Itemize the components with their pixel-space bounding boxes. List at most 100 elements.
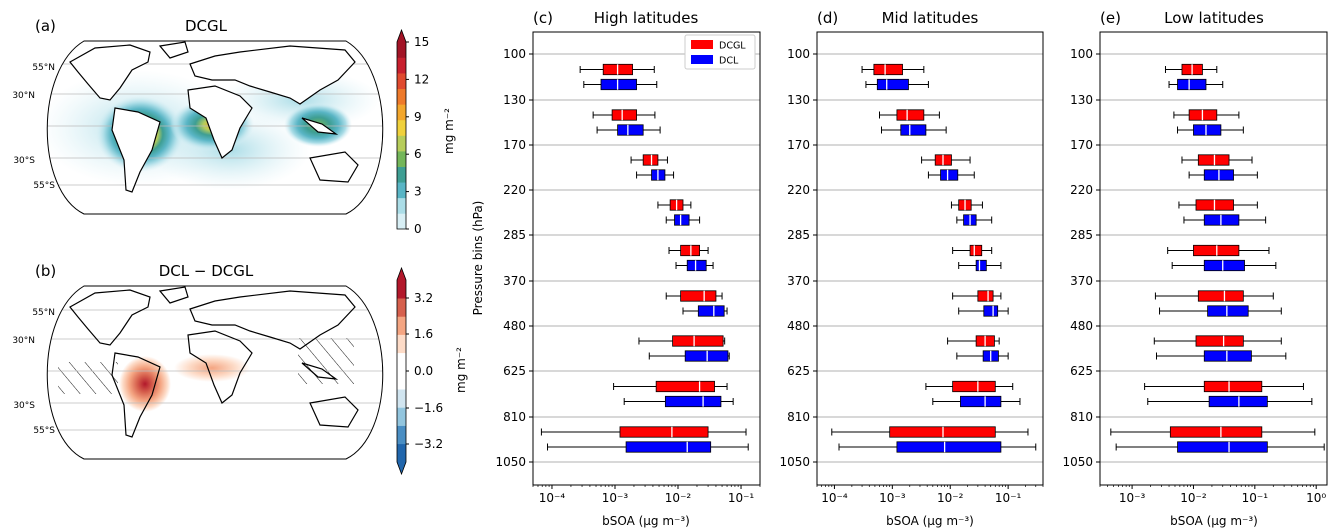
box-dcl bbox=[1203, 214, 1240, 226]
colorbar-a-swatch bbox=[397, 104, 406, 121]
box-dcgl bbox=[619, 426, 709, 438]
box-dcgl bbox=[672, 335, 724, 347]
legend: DCGL DCL bbox=[684, 34, 756, 70]
colorbar-a-outline bbox=[396, 28, 407, 230]
colorbar-b-swatch bbox=[397, 443, 406, 463]
colorbar-b-swatches bbox=[396, 266, 407, 476]
colorbar-b-swatch bbox=[397, 389, 406, 408]
axes-frame bbox=[532, 31, 761, 486]
y-axis-label: Pressure bins (hPa) bbox=[471, 201, 485, 316]
y-tick-label: 1050 bbox=[1062, 455, 1093, 469]
x-tick-label: 10⁻² bbox=[937, 491, 964, 505]
y-tick-label: 1050 bbox=[779, 455, 810, 469]
y-tick-label: 480 bbox=[787, 319, 810, 333]
y-tick-label: 370 bbox=[503, 274, 526, 288]
y-tick-label: 285 bbox=[503, 228, 526, 242]
map-a-lat-label: 55°N bbox=[32, 63, 55, 73]
colorbar-a-swatch bbox=[397, 119, 406, 136]
box-dcl bbox=[975, 259, 987, 272]
panel-c-title: High latitudes bbox=[594, 9, 699, 27]
y-tick-label: 220 bbox=[503, 183, 526, 197]
box-dcl bbox=[600, 78, 637, 91]
colorbar-a-swatch bbox=[397, 166, 406, 183]
box-dcl bbox=[900, 124, 927, 136]
colorbar-a-swatch bbox=[397, 151, 406, 167]
box-dcl bbox=[876, 78, 909, 91]
colorbar-b-swatch bbox=[397, 352, 406, 372]
colorbar-b-unit: mg m⁻² bbox=[454, 347, 468, 393]
panel-e-title: Low latitudes bbox=[1164, 9, 1264, 27]
x-tick-label: 10⁻² bbox=[1180, 491, 1207, 505]
x-tick-label: 10⁰ bbox=[1306, 491, 1326, 505]
y-tick-label: 220 bbox=[787, 183, 810, 197]
box-dcl bbox=[896, 441, 1002, 453]
colorbar-a-tick-label: 12 bbox=[414, 72, 429, 86]
colorbar-a-swatch bbox=[397, 73, 406, 90]
map-b-coastlines bbox=[69, 286, 359, 438]
map-a-lat-label: 30°N bbox=[12, 91, 35, 101]
colorbar-b-swatch bbox=[397, 298, 406, 317]
box-dcl bbox=[664, 395, 722, 408]
y-tick-label: 130 bbox=[1070, 93, 1093, 107]
box-dcgl bbox=[952, 380, 996, 393]
map-panel-b: (b) DCL − DCGL 55°N bbox=[12, 262, 384, 460]
map-b-title: DCL − DCGL bbox=[159, 262, 254, 280]
box-dcgl bbox=[1195, 335, 1244, 347]
x-tick-label: 10⁻¹ bbox=[728, 491, 755, 505]
map-b-lat-label: 30°S bbox=[13, 401, 35, 411]
box-dcl bbox=[940, 169, 959, 181]
map-b-frame bbox=[46, 285, 384, 460]
panel-e-xlabel: bSOA (μg m⁻³) bbox=[1170, 514, 1258, 528]
box-dcgl bbox=[1203, 380, 1263, 393]
colorbar-a-tick-label: 15 bbox=[414, 35, 429, 49]
x-tick-label: 10⁻³ bbox=[879, 491, 906, 505]
axes-frame bbox=[816, 31, 1044, 486]
colorbar-b-tick-label: −1.6 bbox=[414, 401, 443, 415]
y-tick-label: 625 bbox=[1070, 364, 1093, 378]
legend-swatch-dcgl bbox=[691, 40, 713, 49]
map-panel-a: (a) DCGL 5 bbox=[12, 17, 384, 215]
box-dcgl bbox=[896, 109, 925, 121]
panel-label-c: (c) bbox=[533, 9, 553, 27]
map-a-coastlines bbox=[69, 41, 359, 193]
y-tick-label: 100 bbox=[787, 47, 810, 61]
panel-label-d: (d) bbox=[817, 9, 838, 27]
box-dcgl bbox=[1197, 290, 1244, 302]
colorbar-a-tick-label: 9 bbox=[414, 110, 422, 124]
legend-label-dcgl: DCGL bbox=[719, 41, 746, 52]
colorbar-a-swatch bbox=[397, 182, 406, 199]
y-tick-label: 130 bbox=[787, 93, 810, 107]
panel-label-a: (a) bbox=[35, 17, 56, 35]
box-dcl bbox=[1193, 124, 1222, 136]
colorbar-a-tick-label: 3 bbox=[414, 185, 422, 199]
box-dcgl bbox=[977, 290, 994, 302]
colorbar-b-swatch bbox=[397, 407, 406, 426]
colorbar-b-swatch bbox=[397, 280, 406, 299]
box-dcl bbox=[1208, 395, 1268, 408]
boxplot-panel-c: (c) High latitudes bSOA (μg m⁻³) 100 130 1… bbox=[495, 9, 761, 528]
y-tick-label: 810 bbox=[503, 410, 526, 424]
colorbar-b-swatch bbox=[397, 334, 406, 354]
colorbar-a-tick-label: 6 bbox=[414, 147, 422, 161]
box-dcl bbox=[983, 305, 999, 317]
box-dcgl bbox=[655, 380, 715, 393]
axes-frame bbox=[1099, 31, 1328, 486]
map-b-lat-label: 55°N bbox=[32, 308, 55, 318]
y-tick-label: 370 bbox=[787, 274, 810, 288]
colorbar-b-swatch bbox=[397, 425, 406, 445]
box-dcl bbox=[1203, 350, 1252, 362]
y-tick-label: 170 bbox=[503, 138, 526, 152]
map-b-lat-label: 30°N bbox=[12, 336, 35, 346]
colorbar-a-unit: mg m⁻² bbox=[442, 108, 456, 154]
colorbar-b-ticks: 3.2 1.6 0.0 −1.6 −3.2 bbox=[406, 291, 443, 451]
x-tick-label: 10⁻⁴ bbox=[821, 491, 848, 505]
box-dcgl bbox=[642, 154, 659, 166]
x-tick-label: 10⁻³ bbox=[602, 491, 629, 505]
colorbar-b-extend-top bbox=[397, 268, 406, 280]
legend-swatch-dcl bbox=[691, 55, 713, 64]
colorbar-b: 3.2 1.6 0.0 −1.6 −3.2 mg m⁻² bbox=[396, 266, 468, 476]
panel-d-xlabel: bSOA (μg m⁻³) bbox=[886, 514, 974, 528]
box-dcgl bbox=[1169, 426, 1263, 438]
y-tick-label: 370 bbox=[1070, 274, 1093, 288]
